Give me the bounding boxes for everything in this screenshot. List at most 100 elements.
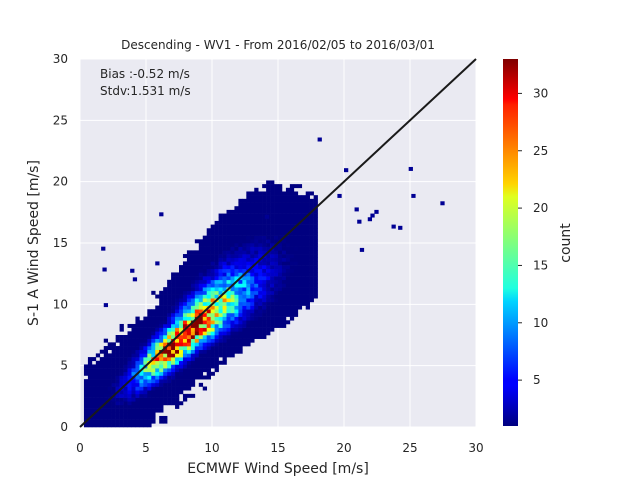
heatmap-cell	[234, 268, 239, 273]
heatmap-cell	[91, 379, 97, 384]
heatmap-cell	[143, 342, 148, 347]
heatmap-cell	[281, 213, 287, 218]
heatmap-cell	[309, 250, 314, 255]
heatmap-cell	[297, 250, 303, 255]
heatmap-cell	[210, 320, 215, 325]
heatmap-cell	[99, 412, 105, 417]
heatmap-cell	[214, 243, 219, 247]
heatmap-cell	[107, 382, 112, 387]
heatmap-cell	[127, 368, 132, 373]
heatmap-cell	[214, 320, 219, 325]
heatmap-cell	[107, 371, 112, 376]
heatmap-cell	[246, 224, 251, 229]
heatmap-cell	[278, 217, 283, 222]
heatmap-cell	[147, 342, 152, 347]
heatmap-cell	[234, 243, 239, 247]
heatmap-cell	[270, 287, 275, 292]
heatmap-cell	[270, 206, 275, 211]
heatmap-cell	[242, 213, 247, 218]
heatmap-cell	[278, 261, 283, 266]
heatmap-cell	[123, 338, 128, 343]
heatmap-cell	[278, 224, 283, 229]
heatmap-cell	[147, 331, 152, 336]
heatmap-cell	[266, 209, 271, 214]
heatmap-cell	[309, 224, 314, 229]
heatmap-cell	[274, 213, 279, 218]
heatmap-cell	[127, 371, 132, 376]
heatmap-cell	[281, 283, 287, 288]
heatmap-cell	[313, 231, 318, 236]
heatmap-cell	[186, 272, 192, 277]
x-tick-label: 0	[76, 441, 84, 455]
heatmap-cell	[254, 220, 259, 225]
heatmap-cell	[234, 246, 239, 251]
heatmap-cell	[218, 250, 223, 255]
heatmap-cell	[254, 195, 259, 200]
heatmap-cell	[198, 268, 204, 273]
heatmap-cell	[317, 137, 322, 142]
heatmap-cell	[313, 239, 318, 244]
y-axis-label: S-1 A Wind Speed [m/s]	[26, 160, 42, 326]
heatmap-cell	[155, 408, 160, 413]
x-tick-label: 25	[402, 441, 417, 455]
heatmap-cell	[151, 397, 156, 402]
heatmap-cell	[123, 415, 128, 420]
heatmap-cell	[135, 404, 140, 409]
heatmap-cell	[119, 364, 124, 369]
heatmap-cell	[210, 305, 215, 310]
heatmap-cell	[230, 338, 235, 343]
heatmap-cell	[238, 224, 243, 229]
heatmap-cell	[309, 276, 314, 281]
heatmap-cell	[246, 283, 251, 288]
heatmap-cell	[281, 301, 287, 306]
heatmap-cell	[147, 379, 152, 384]
heatmap-cell	[99, 386, 105, 391]
heatmap-cell	[289, 257, 295, 262]
heatmap-cell	[246, 261, 251, 266]
heatmap-cell	[230, 294, 235, 299]
heatmap-cell	[218, 360, 223, 365]
heatmap-cell	[246, 257, 251, 262]
heatmap-cell	[309, 213, 314, 218]
heatmap-cell	[182, 353, 188, 358]
heatmap-cell	[151, 371, 156, 376]
heatmap-cell	[218, 301, 223, 306]
heatmap-cell	[293, 243, 299, 247]
heatmap-cell	[238, 279, 243, 284]
heatmap-cell	[242, 305, 247, 310]
heatmap-cell	[123, 401, 128, 406]
heatmap-cell	[147, 408, 152, 413]
heatmap-cell	[202, 335, 208, 339]
heatmap-cell	[103, 338, 109, 343]
heatmap-cell	[258, 276, 263, 281]
heatmap-cell	[186, 375, 192, 380]
heatmap-cell	[186, 357, 192, 362]
heatmap-cell	[258, 323, 263, 328]
heatmap-cell	[194, 323, 200, 328]
heatmap-cell	[250, 191, 255, 196]
heatmap-cell	[246, 254, 251, 259]
heatmap-cell	[293, 184, 299, 189]
heatmap-cell	[182, 382, 188, 387]
heatmap-cell	[139, 364, 144, 369]
heatmap-cell	[222, 268, 227, 273]
heatmap-cell	[163, 357, 168, 362]
heatmap-cell	[301, 228, 307, 233]
heatmap-cell	[293, 309, 299, 314]
heatmap-cell	[151, 415, 156, 420]
heatmap-cell	[293, 301, 299, 306]
heatmap-cell	[250, 224, 255, 229]
heatmap-cell	[214, 239, 219, 244]
heatmap-cell	[266, 312, 271, 317]
heatmap-cell	[281, 316, 287, 321]
heatmap-cell	[297, 228, 303, 233]
colorbar-tick-label: 15	[533, 258, 548, 272]
heatmap-cell	[293, 265, 299, 270]
heatmap-cell	[214, 290, 219, 295]
heatmap-cell	[159, 316, 164, 321]
heatmap-cell	[218, 213, 223, 218]
heatmap-cell	[266, 184, 271, 189]
heatmap-cell	[305, 272, 310, 277]
heatmap-cell	[198, 316, 204, 321]
heatmap-cell	[175, 276, 180, 281]
